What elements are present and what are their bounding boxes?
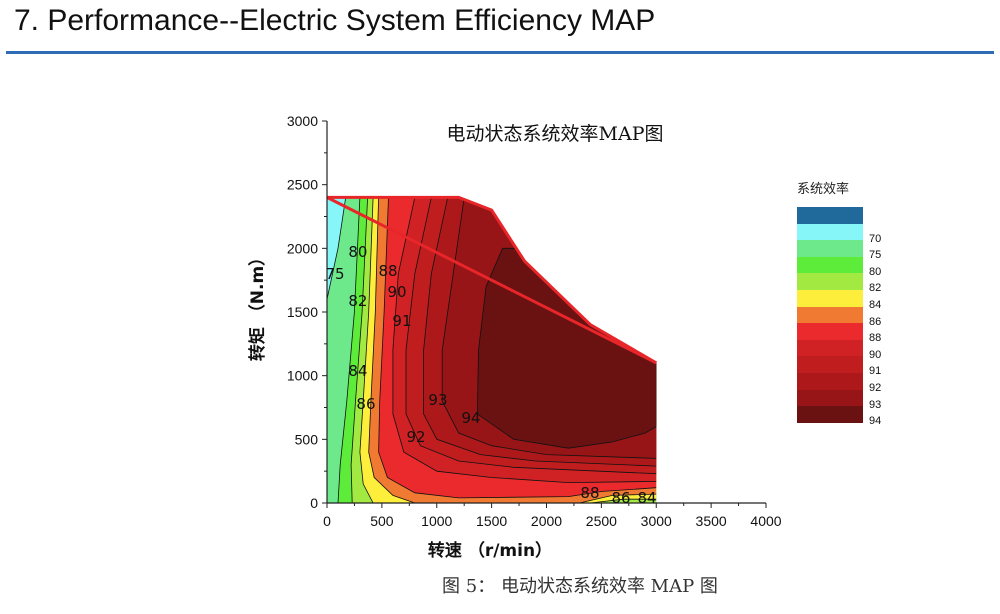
contour-label: 92 (406, 428, 425, 446)
x-tick-label: 0 (323, 513, 331, 529)
contour-line-92 (423, 197, 657, 467)
legend-entry: 70 (797, 223, 881, 245)
legend-label: 91 (869, 365, 882, 378)
contour-label: 75 (325, 265, 344, 283)
contour-line-90 (392, 197, 657, 484)
legend-swatch (797, 406, 863, 423)
x-tick-label: 3000 (641, 513, 672, 529)
legend-label: 84 (869, 298, 882, 311)
legend-swatch (797, 389, 863, 407)
x-tick-label: 2500 (586, 513, 617, 529)
legend-label: 75 (869, 249, 882, 262)
contour-line-86 (368, 197, 657, 503)
contour-label: 94 (461, 409, 480, 427)
y-tick-label: 2000 (287, 240, 318, 256)
legend-entry: 90 (797, 339, 881, 361)
legend-label: 82 (869, 282, 882, 295)
legend-swatch (797, 273, 863, 290)
legend-swatch (797, 372, 863, 390)
legend-entry: 93 (797, 389, 881, 411)
legend-entry: 82 (797, 273, 881, 294)
y-tick-label: 3000 (287, 113, 318, 129)
y-tick-label: 1500 (287, 304, 318, 320)
x-tick-label: 1000 (421, 513, 452, 529)
legend-label: 70 (869, 232, 882, 245)
y-tick-label: 500 (295, 431, 319, 447)
y-tick-label: 0 (310, 495, 318, 511)
legend-label: 88 (869, 332, 882, 345)
legend-swatch (797, 356, 863, 373)
x-tick-label: 1500 (476, 513, 507, 529)
legend-entry: 86 (797, 306, 881, 328)
chart-title: 电动状态系统效率MAP图 (447, 123, 664, 145)
legend-swatch (797, 240, 863, 257)
contour-line-80 (337, 197, 361, 503)
legend-label: 90 (869, 348, 882, 361)
slide-title: 7. Performance--Electric System Efficien… (14, 4, 656, 37)
contour-label: 90 (387, 283, 406, 301)
contour-label: 84 (348, 362, 367, 380)
x-tick-label: 2000 (531, 513, 562, 529)
x-tick-label: 500 (370, 513, 394, 529)
legend-entry: 94 (797, 406, 881, 427)
contour-label: 88 (378, 262, 397, 280)
legend-entry (797, 207, 863, 224)
contour-line-88 (378, 197, 657, 499)
colorbar-legend: 70 75 80 82 84 86 88 90 91 92 93 94 (797, 207, 881, 427)
contour-line-75 (327, 197, 347, 300)
legend-label: 86 (869, 315, 882, 328)
x-tick-label: 3500 (696, 513, 727, 529)
title-divider (6, 51, 994, 54)
legend-entry: 91 (797, 356, 881, 377)
legend-swatch (797, 306, 863, 324)
legend-label: 80 (869, 265, 882, 278)
contour-fill-group (327, 197, 657, 503)
contour-label: 86 (611, 489, 630, 507)
y-tick-label: 1000 (287, 368, 318, 384)
contour-label: 82 (348, 292, 367, 310)
legend-swatch (797, 207, 863, 224)
y-tick-label: 2500 (287, 177, 318, 193)
y-axis-label: 转矩 （N.m） (247, 249, 268, 361)
figure-caption: 图 5： 电动状态系统效率 MAP 图 (442, 576, 718, 597)
legend-entry: 84 (797, 289, 881, 311)
legend-entry: 75 (797, 240, 881, 261)
x-axis-label: 转速 （r/min） (428, 540, 552, 561)
legend-swatch (797, 323, 863, 340)
contour-label: 84 (637, 489, 656, 507)
x-tick-label: 4000 (750, 513, 781, 529)
legend-title: 系统效率 (797, 182, 850, 197)
legend-label: 92 (869, 381, 882, 394)
contour-label: 80 (348, 243, 367, 261)
legend-entry: 88 (797, 323, 881, 344)
legend-label: 94 (869, 415, 882, 428)
legend-label: 93 (869, 398, 882, 411)
legend-entry: 92 (797, 372, 881, 394)
legend-swatch (797, 223, 863, 241)
envelope-outline (326, 195, 658, 365)
contour-label: 86 (356, 395, 375, 413)
legend-swatch (797, 256, 863, 274)
contour-line-91 (405, 197, 657, 475)
contour-label: 91 (392, 312, 411, 330)
contour-line-84 (359, 197, 657, 503)
legend-swatch (797, 289, 863, 307)
contour-label: 93 (428, 391, 447, 409)
contour-line-93 (441, 197, 657, 459)
contour-label: 88 (580, 484, 599, 502)
legend-swatch (797, 339, 863, 357)
contour-band-94 (477, 248, 657, 449)
legend-entry: 80 (797, 256, 881, 278)
contour-line-82 (350, 197, 368, 503)
